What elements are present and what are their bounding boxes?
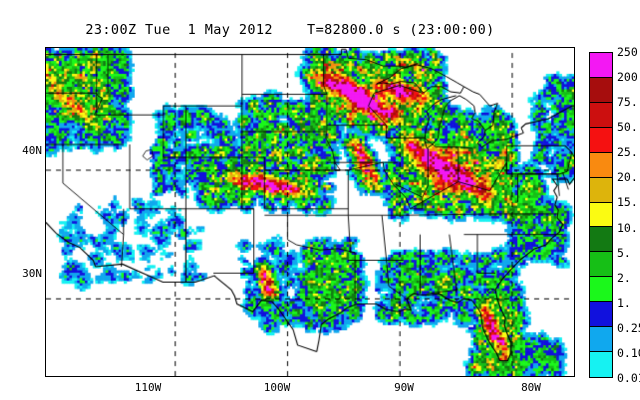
colorbar-tick-12: 0.10 [617, 346, 640, 360]
longitude-tick-80w: 80W [501, 381, 561, 394]
longitude-tick-110w: 110W [118, 381, 178, 394]
colorbar-band-0 [590, 53, 612, 78]
page-title: 23:00Z Tue 1 May 2012 T=82800.0 s (23:00… [0, 22, 580, 38]
colorbar-tick-0: 250. [617, 45, 640, 59]
colorbar-band-12 [590, 352, 612, 377]
colorbar [589, 52, 613, 378]
colorbar-tick-6: 15. [617, 195, 638, 209]
longitude-tick-100w: 100W [247, 381, 307, 394]
weather-map-figure: 23:00Z Tue 1 May 2012 T=82800.0 s (23:00… [0, 0, 640, 400]
longitude-tick-90w: 90W [374, 381, 434, 394]
latitude-tick-40n: 40N [2, 144, 42, 157]
latitude-tick-30n: 30N [2, 267, 42, 280]
colorbar-tick-13: 0.01 [617, 371, 640, 385]
colorbar-band-9 [590, 277, 612, 302]
colorbar-tick-4: 25. [617, 145, 638, 159]
colorbar-band-4 [590, 153, 612, 178]
colorbar-tick-11: 0.25 [617, 321, 640, 335]
colorbar-tick-8: 5. [617, 246, 631, 260]
colorbar-band-2 [590, 103, 612, 128]
colorbar-band-3 [590, 128, 612, 153]
colorbar-band-7 [590, 227, 612, 252]
colorbar-band-10 [590, 302, 612, 327]
colorbar-tick-5: 20. [617, 170, 638, 184]
colorbar-band-11 [590, 327, 612, 352]
colorbar-tick-9: 2. [617, 271, 631, 285]
colorbar-tick-7: 10. [617, 221, 638, 235]
colorbar-band-8 [590, 252, 612, 277]
colorbar-tick-1: 200. [617, 70, 640, 84]
colorbar-tick-2: 75. [617, 95, 638, 109]
colorbar-band-5 [590, 178, 612, 203]
colorbar-tick-10: 1. [617, 296, 631, 310]
precipitation-heatmap-canvas [46, 48, 574, 376]
colorbar-tick-3: 50. [617, 120, 638, 134]
colorbar-band-6 [590, 203, 612, 228]
colorbar-band-1 [590, 78, 612, 103]
map-plot-area [45, 47, 575, 377]
